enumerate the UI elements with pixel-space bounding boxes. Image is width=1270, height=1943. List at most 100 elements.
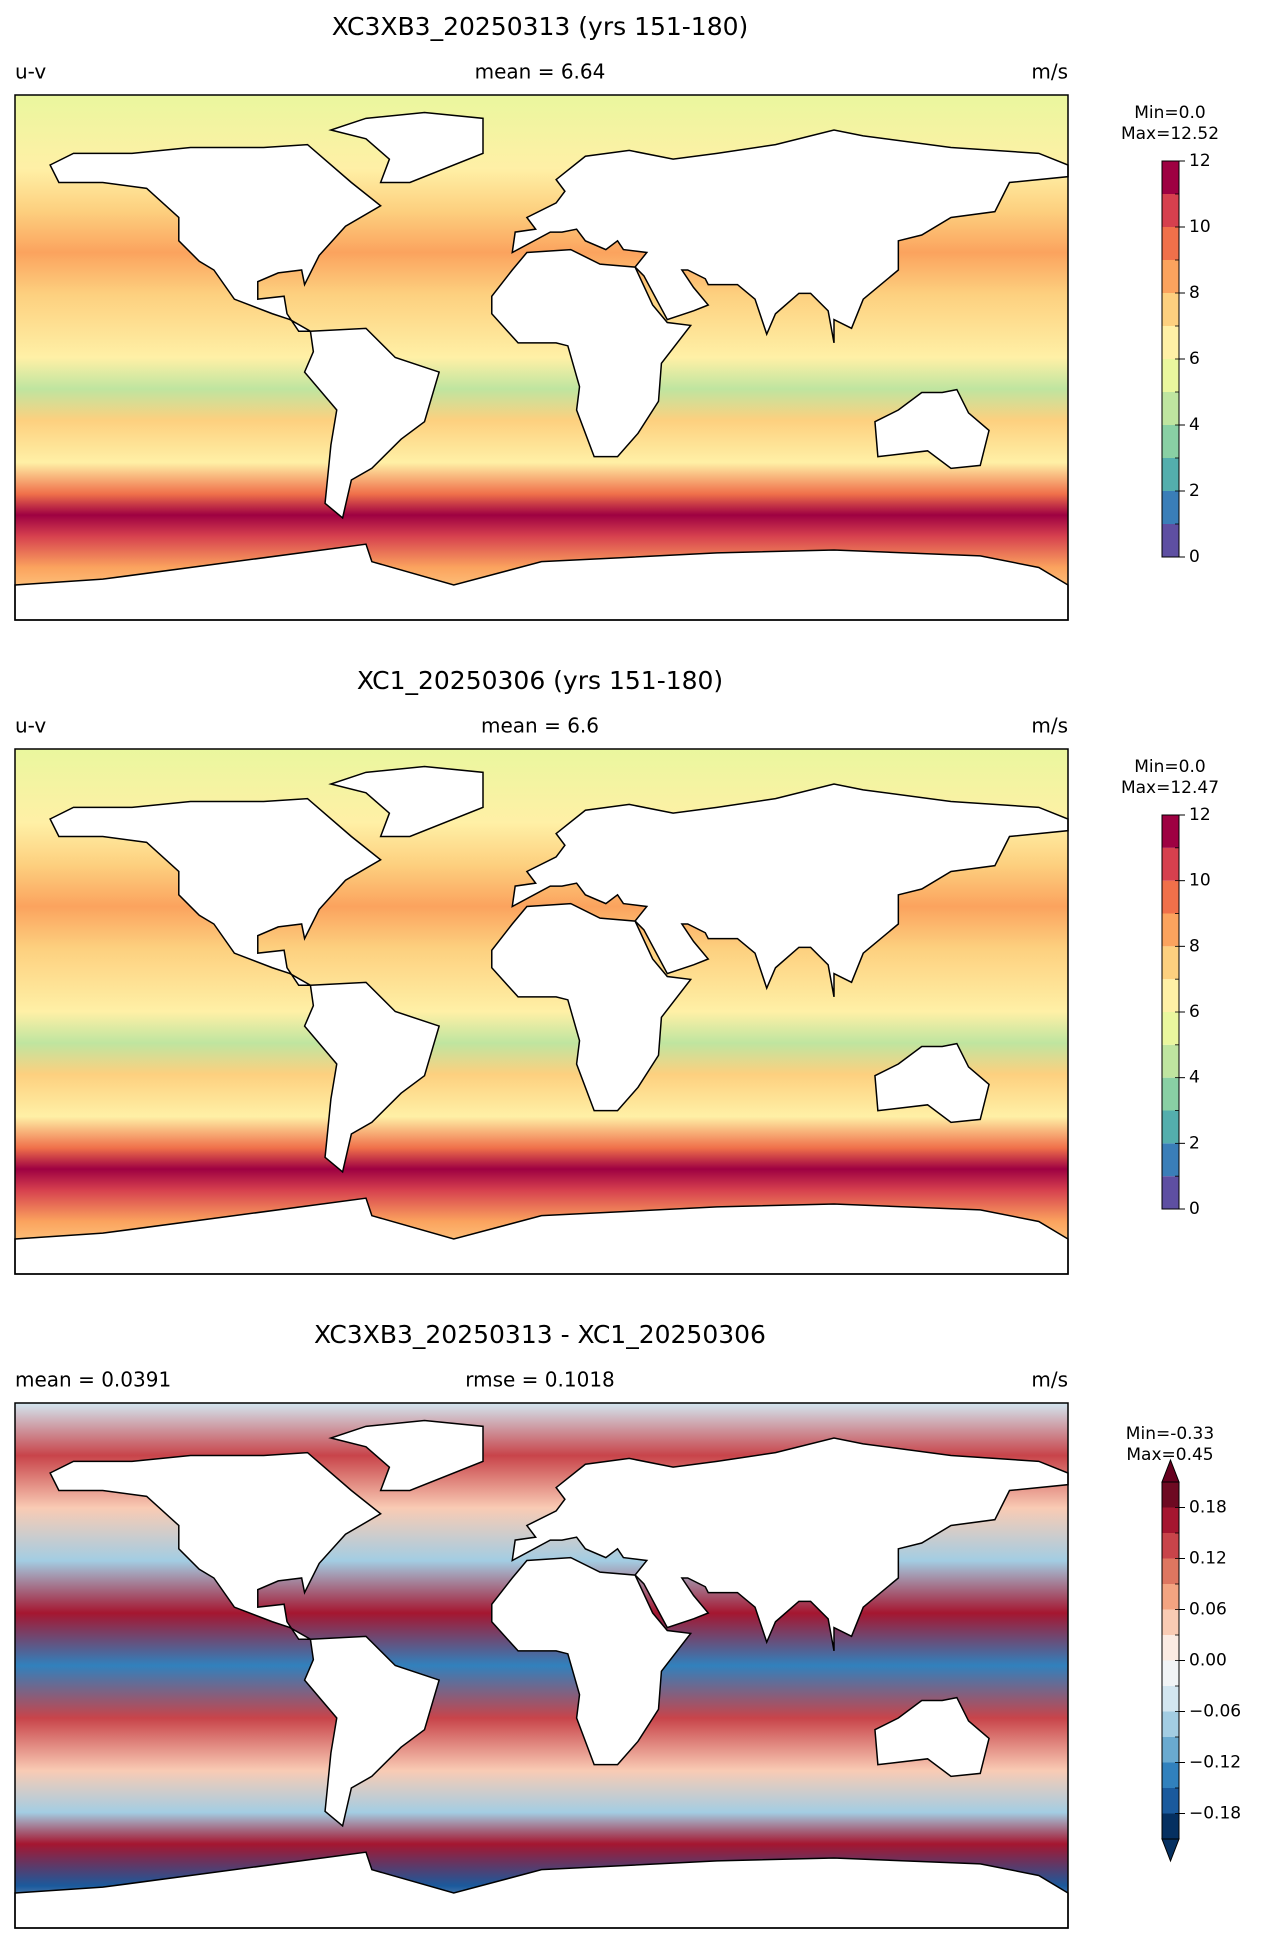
colorbar-bin <box>1162 1762 1179 1788</box>
map-frame <box>14 1402 1069 1929</box>
colorbar-tick-label: 12 <box>1189 805 1211 825</box>
colorbar-bin <box>1162 1012 1179 1045</box>
colorbar-tick-label: −0.06 <box>1189 1702 1241 1722</box>
colorbar-tick-label: 0 <box>1189 1199 1200 1219</box>
colorbar-tick-label: 2 <box>1189 1133 1200 1153</box>
colorbar-bin <box>1162 1686 1179 1712</box>
colorbar-bin <box>1162 847 1179 881</box>
landmass <box>874 1042 990 1124</box>
colorbar-bin <box>1162 1788 1179 1814</box>
colorbar-tick-label: 4 <box>1189 415 1200 435</box>
left-label: u-v <box>15 714 46 738</box>
landmass <box>303 1635 441 1828</box>
landmass <box>49 1451 382 1640</box>
colorbar-min: Min=-0.33 <box>1126 1424 1214 1444</box>
colorbar-bin <box>1162 1711 1179 1737</box>
colorbar-min: Min=0.0 <box>1134 757 1205 777</box>
landmass <box>874 388 990 470</box>
colorbar-tick-label: 6 <box>1189 349 1200 369</box>
colorbar-bin <box>1162 161 1179 194</box>
colorbar-bin <box>1162 1813 1179 1839</box>
right-label: m/s <box>1031 1368 1068 1392</box>
landmass <box>49 143 382 332</box>
landmass <box>303 981 441 1174</box>
landmass <box>491 902 693 1112</box>
colorbar-min: Min=0.0 <box>1134 103 1205 123</box>
colorbar-tick-label: 0.06 <box>1189 1600 1227 1620</box>
colorbar-bin <box>1162 227 1179 260</box>
landmass <box>491 1556 693 1766</box>
colorbar-tick-label: 10 <box>1189 871 1211 891</box>
colorbar-tick-label: 6 <box>1189 1002 1200 1022</box>
colorbar-bin <box>1162 1533 1179 1559</box>
colorbar-tick-label: 10 <box>1189 217 1211 237</box>
colorbar-bin <box>1162 1660 1179 1686</box>
panel-title: XC3XB3_20250313 - XC1_20250306 <box>314 1320 766 1349</box>
colorbar-max: Max=0.45 <box>1126 1445 1213 1465</box>
colorbar-bin <box>1162 1110 1179 1144</box>
colorbar-tick-label: 4 <box>1189 1068 1200 1088</box>
center-label: mean = 6.6 <box>481 714 599 738</box>
map-frame <box>14 748 1069 1275</box>
colorbar-bin <box>1162 1507 1179 1533</box>
colorbar-bin <box>1162 458 1179 491</box>
colorbar-bin <box>1162 1176 1179 1209</box>
colorbar-bin <box>1162 1609 1179 1635</box>
colorbar-bin <box>1162 1482 1179 1508</box>
colorbar-tick-label: 0 <box>1189 547 1200 567</box>
landmass <box>328 765 484 838</box>
colorbar-extend-under <box>1161 1838 1180 1863</box>
landmass <box>511 783 1069 998</box>
colorbar-bin <box>1162 194 1179 227</box>
colorbar-bin <box>1162 293 1179 326</box>
right-label: m/s <box>1031 60 1068 84</box>
colorbar-tick-label: 8 <box>1189 283 1200 303</box>
colorbar-bin <box>1162 359 1179 392</box>
colorbar-bin <box>1162 1737 1179 1763</box>
landmass <box>511 1437 1069 1652</box>
center-label: mean = 6.64 <box>475 60 606 84</box>
colorbar-tick-label: 0.18 <box>1189 1498 1227 1518</box>
colorbar-tick-label: −0.18 <box>1189 1804 1241 1824</box>
center-label: rmse = 0.1018 <box>465 1368 615 1392</box>
left-label: mean = 0.0391 <box>15 1368 171 1392</box>
colorbar-max: Max=12.47 <box>1121 778 1219 798</box>
colorbar-bin <box>1162 1143 1179 1177</box>
colorbar-bin <box>1162 979 1179 1012</box>
colorbar-bin <box>1162 1584 1179 1610</box>
colorbar-bin <box>1162 425 1179 458</box>
landmass <box>874 1696 990 1778</box>
landmass <box>491 248 693 458</box>
colorbar-bin <box>1162 392 1179 425</box>
colorbar-bin <box>1162 1077 1179 1111</box>
colorbar-tick-label: −0.12 <box>1189 1753 1241 1773</box>
colorbar-bin <box>1162 260 1179 293</box>
landmass <box>511 129 1069 344</box>
colorbar-bin <box>1162 1635 1179 1661</box>
colorbar-max: Max=12.52 <box>1121 124 1219 144</box>
colorbar-bin <box>1162 946 1179 980</box>
colorbar-bin <box>1162 1558 1179 1584</box>
colorbar-bin <box>1162 815 1179 848</box>
colorbar-tick-label: 12 <box>1189 151 1211 171</box>
colorbar-bin <box>1162 326 1179 359</box>
landmass <box>303 327 441 520</box>
colorbar-tick-label: 8 <box>1189 936 1200 956</box>
landmass <box>328 1419 484 1492</box>
right-label: m/s <box>1031 714 1068 738</box>
colorbar-bin <box>1162 880 1179 914</box>
landmass <box>328 111 484 184</box>
colorbar-tick-label: 0.00 <box>1189 1651 1227 1671</box>
left-label: u-v <box>15 60 46 84</box>
colorbar-bin <box>1162 913 1179 947</box>
colorbar-tick-label: 2 <box>1189 481 1200 501</box>
colorbar-bin <box>1162 524 1179 557</box>
panel-title: XC1_20250306 (yrs 151-180) <box>357 666 723 695</box>
panel-title: XC3XB3_20250313 (yrs 151-180) <box>332 12 749 41</box>
colorbar-bin <box>1162 1044 1179 1078</box>
landmass <box>49 797 382 986</box>
colorbar-bin <box>1162 491 1179 524</box>
map-frame <box>14 94 1069 621</box>
colorbar-tick-label: 0.12 <box>1189 1549 1227 1569</box>
